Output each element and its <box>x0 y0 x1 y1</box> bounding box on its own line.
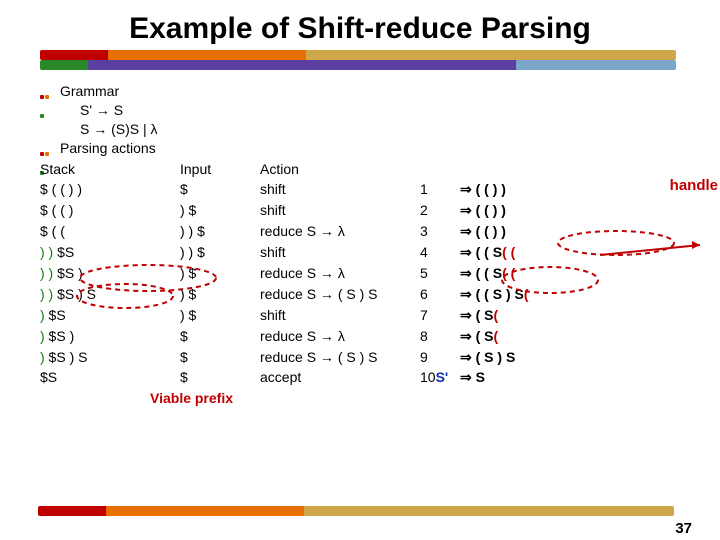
grammar-rule: S → (S)S | λ <box>80 120 680 139</box>
handle-label: handle <box>670 176 718 196</box>
grammar-rule: S' → S <box>80 101 680 120</box>
derivation-cell: ⇒ S <box>460 368 570 387</box>
input-cell: $ <box>180 180 260 199</box>
table-row: ) $S )$reduce S → λ8⇒ ( S( <box>40 327 680 346</box>
bullet-icon <box>40 85 54 99</box>
input-cell: ) $ <box>180 306 260 325</box>
stack-cell: $S <box>40 368 180 387</box>
derivation-cell: ⇒ ( ( ) ) <box>460 180 570 199</box>
step-number: 6 <box>420 285 460 304</box>
action-cell: reduce S → λ <box>260 327 420 346</box>
table-row: ) ) $S ) S) $reduce S → ( S ) S6⇒ ( ( S … <box>40 285 680 304</box>
action-cell: reduce S → λ <box>260 264 420 283</box>
parsing-label: Parsing actions <box>60 140 156 156</box>
step-number: 9 <box>420 348 460 367</box>
table-header: Stack Input Action <box>40 160 680 179</box>
stripe-band-bottom <box>0 506 720 516</box>
col-stack-header: Stack <box>40 160 180 179</box>
action-cell: shift <box>260 180 420 199</box>
stack-cell: ) ) $S ) S <box>40 285 180 304</box>
stack-cell: ) ) $S <box>40 243 180 262</box>
stack-cell: ) $S ) <box>40 327 180 346</box>
page-number: 37 <box>675 520 692 537</box>
table-row: $ ( () ) $reduce S → λ3⇒ ( ( ) ) <box>40 222 680 241</box>
action-cell: shift <box>260 201 420 220</box>
derivation-cell: ⇒ ( S( <box>460 306 570 325</box>
table-row: $S$accept10S'⇒ S <box>40 368 680 387</box>
derivation-cell: ⇒ ( ( S( ( <box>460 243 570 262</box>
step-number: 5 <box>420 264 460 283</box>
col-input-header: Input <box>180 160 260 179</box>
step-number: 10S' <box>420 368 460 387</box>
stack-cell: ) $S ) S <box>40 348 180 367</box>
content-area: Grammar S' → SS → (S)S | λ Parsing actio… <box>0 82 720 408</box>
input-cell: ) ) $ <box>180 222 260 241</box>
action-cell: accept <box>260 368 420 387</box>
derivation-cell: ⇒ ( ( S( ( <box>460 264 570 283</box>
derivation-cell: ⇒ ( ( S ) S( <box>460 285 570 304</box>
derivation-cell: ⇒ ( S( <box>460 327 570 346</box>
input-cell: $ <box>180 327 260 346</box>
bullet-icon <box>40 142 54 156</box>
page-title: Example of Shift-reduce Parsing <box>0 0 720 50</box>
step-number: 3 <box>420 222 460 241</box>
table-row: $ ( ( ) )$shift1⇒ ( ( ) ) <box>40 180 680 199</box>
action-cell: shift <box>260 306 420 325</box>
grammar-label: Grammar <box>60 83 119 99</box>
table-row: $ ( ( )) $shift2⇒ ( ( ) ) <box>40 201 680 220</box>
grammar-heading: Grammar <box>40 82 680 101</box>
action-cell: reduce S → λ <box>260 222 420 241</box>
step-number: 2 <box>420 201 460 220</box>
stack-cell: ) ) $S ) <box>40 264 180 283</box>
stripe-band-top <box>0 50 720 72</box>
input-cell: $ <box>180 368 260 387</box>
action-cell: shift <box>260 243 420 262</box>
action-cell: reduce S → ( S ) S <box>260 285 420 304</box>
viable-prefix-label: Viable prefix <box>150 389 680 408</box>
stack-cell: $ ( ( ) ) <box>40 180 180 199</box>
step-number: 4 <box>420 243 460 262</box>
table-row: ) $S) $shift7⇒ ( S( <box>40 306 680 325</box>
stack-cell: $ ( ( <box>40 222 180 241</box>
derivation-cell: ⇒ ( ( ) ) <box>460 222 570 241</box>
input-cell: $ <box>180 348 260 367</box>
stack-cell: ) $S <box>40 306 180 325</box>
parsing-table: $ ( ( ) )$shift1⇒ ( ( ) )$ ( ( )) $shift… <box>40 180 680 387</box>
input-cell: ) $ <box>180 285 260 304</box>
input-cell: ) ) $ <box>180 243 260 262</box>
table-row: ) ) $S) ) $shift4⇒ ( ( S( ( <box>40 243 680 262</box>
input-cell: ) $ <box>180 201 260 220</box>
col-action-header: Action <box>260 160 420 179</box>
derivation-cell: ⇒ ( ( ) ) <box>460 201 570 220</box>
step-number: 8 <box>420 327 460 346</box>
grammar-rules: S' → SS → (S)S | λ <box>40 101 680 139</box>
table-row: ) $S ) S$reduce S → ( S ) S9⇒ ( S ) S <box>40 348 680 367</box>
parsing-heading: Parsing actions <box>40 139 680 158</box>
step-number: 7 <box>420 306 460 325</box>
input-cell: ) $ <box>180 264 260 283</box>
step-number: 1 <box>420 180 460 199</box>
action-cell: reduce S → ( S ) S <box>260 348 420 367</box>
derivation-cell: ⇒ ( S ) S <box>460 348 570 367</box>
stack-cell: $ ( ( ) <box>40 201 180 220</box>
table-row: ) ) $S )) $reduce S → λ5⇒ ( ( S( ( <box>40 264 680 283</box>
